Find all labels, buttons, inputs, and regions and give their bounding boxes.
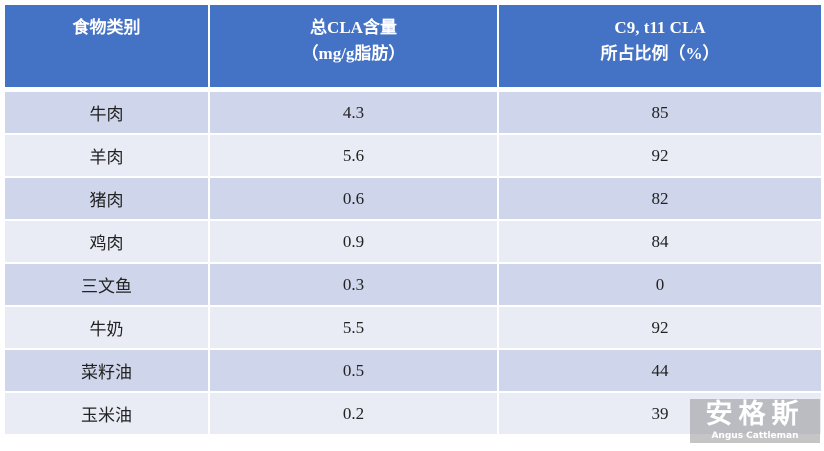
header-cell: 总CLA含量 （mg/g脂肪）	[208, 3, 499, 92]
header-cell: C9, t11 CLA 所占比例（%）	[497, 3, 823, 92]
table-cell: 92	[497, 133, 823, 178]
table-cell: 85	[497, 88, 823, 135]
table-row: 鸡肉 0.9 84	[3, 219, 823, 264]
header-cell: 食物类别	[3, 3, 210, 92]
header-text: （mg/g脂肪）	[301, 44, 406, 63]
table-cell: 0.5	[208, 348, 499, 393]
table-cell: 菜籽油	[3, 348, 210, 393]
header-text: 总CLA含量	[310, 18, 397, 37]
table-cell: 5.6	[208, 133, 499, 178]
table-cell: 玉米油	[3, 391, 210, 436]
table-cell: 0.6	[208, 176, 499, 221]
table-cell: 0.9	[208, 219, 499, 264]
table-row: 玉米油 0.2 39	[3, 391, 823, 436]
table-row: 牛肉 4.3 85	[3, 88, 823, 135]
table-row: 猪肉 0.6 82	[3, 176, 823, 221]
table-row: 牛奶 5.5 92	[3, 305, 823, 350]
table-cell: 牛奶	[3, 305, 210, 350]
table-cell: 84	[497, 219, 823, 264]
table-cell: 鸡肉	[3, 219, 210, 264]
table-cell: 三文鱼	[3, 262, 210, 307]
table-cell: 0.2	[208, 391, 499, 436]
table-body: 牛肉 4.3 85 羊肉 5.6 92 猪肉 0.6 82 鸡肉 0.9 84 三文鱼 0.3 0 牛奶 5.5…	[3, 88, 823, 436]
watermark-subtitle: Angus Cattleman	[711, 431, 799, 441]
table-cell: 猪肉	[3, 176, 210, 221]
data-table: 食物类别 总CLA含量 （mg/g脂肪） C9, t11 CLA 所占比例（%） 牛肉 4…	[3, 3, 823, 436]
watermark-title: 安格斯	[705, 399, 805, 430]
header-row: 食物类别 总CLA含量 （mg/g脂肪） C9, t11 CLA 所占比例（%）	[3, 3, 823, 92]
table-cell: 5.5	[208, 305, 499, 350]
table-cell: 0	[497, 262, 823, 307]
table-cell: 牛肉	[3, 88, 210, 135]
table-row: 菜籽油 0.5 44	[3, 348, 823, 393]
header-text: 所占比例（%）	[600, 44, 720, 63]
table-cell: 羊肉	[3, 133, 210, 178]
table-row: 羊肉 5.6 92	[3, 133, 823, 178]
table-cell: 82	[497, 176, 823, 221]
table-cell: 92	[497, 305, 823, 350]
header-text: 食物类别	[72, 18, 141, 37]
table-cell: 0.3	[208, 262, 499, 307]
table-cell: 44	[497, 348, 823, 393]
table-row: 三文鱼 0.3 0	[3, 262, 823, 307]
table-cell: 4.3	[208, 88, 499, 135]
watermark: 安格斯 Angus Cattleman	[690, 399, 820, 443]
header-text: C9, t11 CLA	[614, 18, 706, 37]
